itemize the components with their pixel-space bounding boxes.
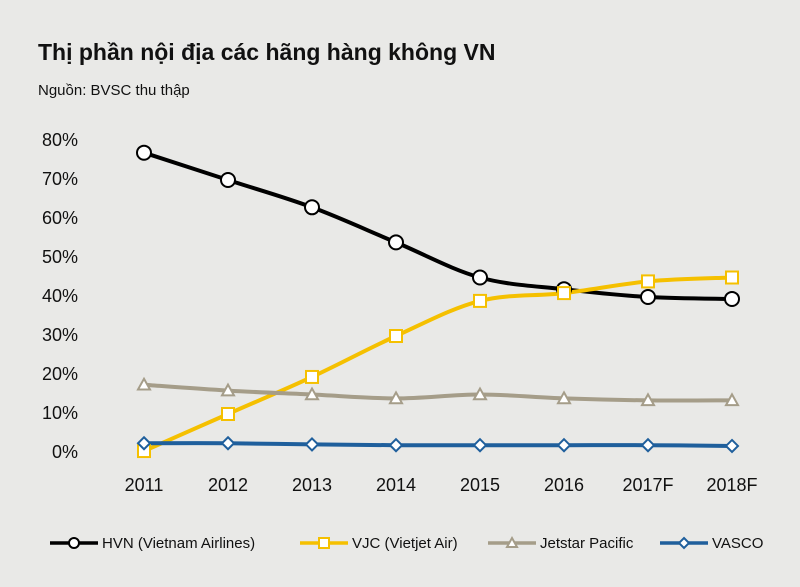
marker bbox=[640, 289, 656, 305]
marker bbox=[640, 392, 656, 407]
marker bbox=[472, 269, 488, 286]
x-tick-label: 2011 bbox=[125, 475, 164, 495]
x-tick-label: 2018F bbox=[706, 475, 757, 495]
series-line bbox=[143, 150, 733, 301]
y-tick-label: 50% bbox=[42, 247, 78, 267]
marker bbox=[220, 435, 236, 451]
legend-marker bbox=[68, 537, 80, 549]
marker bbox=[304, 199, 320, 216]
y-tick-label: 70% bbox=[42, 169, 78, 189]
legend-marker bbox=[318, 537, 330, 549]
y-tick-label: 30% bbox=[42, 325, 78, 345]
chart-title: Thị phần nội địa các hãng hàng không VN bbox=[38, 39, 495, 65]
series-line bbox=[143, 441, 733, 448]
marker bbox=[220, 382, 236, 397]
x-tick-label: 2016 bbox=[544, 475, 584, 495]
marker bbox=[136, 435, 152, 451]
marker bbox=[136, 376, 152, 391]
marker bbox=[304, 386, 320, 401]
chart-subtitle: Nguồn: BVSC thu thập bbox=[38, 82, 190, 99]
marker bbox=[136, 144, 152, 161]
y-tick-label: 20% bbox=[42, 364, 78, 384]
marker bbox=[221, 407, 235, 421]
y-tick-label: 10% bbox=[42, 403, 78, 423]
marker bbox=[472, 437, 488, 453]
legend-marker bbox=[505, 535, 519, 548]
marker bbox=[473, 293, 487, 308]
marker bbox=[388, 234, 404, 251]
series-line bbox=[143, 275, 733, 453]
marker bbox=[724, 438, 740, 454]
marker bbox=[388, 437, 404, 453]
y-tick-label: 60% bbox=[42, 208, 78, 228]
y-tick-label: 80% bbox=[42, 130, 78, 150]
marker bbox=[388, 390, 404, 405]
x-tick-label: 2012 bbox=[208, 475, 248, 495]
marker bbox=[725, 270, 739, 285]
legend-label: VJC (Vietjet Air) bbox=[352, 535, 458, 552]
marker bbox=[472, 386, 488, 401]
legend-label: Jetstar Pacific bbox=[540, 535, 634, 552]
marker bbox=[557, 286, 571, 301]
x-tick-label: 2015 bbox=[460, 475, 500, 495]
marker bbox=[389, 329, 403, 343]
legend-label: HVN (Vietnam Airlines) bbox=[102, 535, 255, 552]
x-tick-label: 2013 bbox=[292, 475, 332, 495]
series-line bbox=[143, 382, 733, 403]
marker bbox=[305, 369, 319, 384]
x-tick-label: 2014 bbox=[376, 475, 416, 495]
y-tick-label: 0% bbox=[52, 442, 78, 462]
legend-label: VASCO bbox=[712, 535, 763, 552]
marker bbox=[304, 437, 320, 452]
marker bbox=[220, 172, 236, 188]
marker bbox=[556, 437, 572, 453]
marker bbox=[641, 274, 655, 289]
legend-marker bbox=[677, 536, 691, 550]
y-tick-label: 40% bbox=[42, 286, 78, 306]
marker bbox=[556, 390, 572, 405]
marker bbox=[724, 290, 740, 307]
x-tick-label: 2017F bbox=[622, 475, 673, 495]
marker bbox=[640, 437, 656, 453]
marker bbox=[724, 392, 740, 407]
